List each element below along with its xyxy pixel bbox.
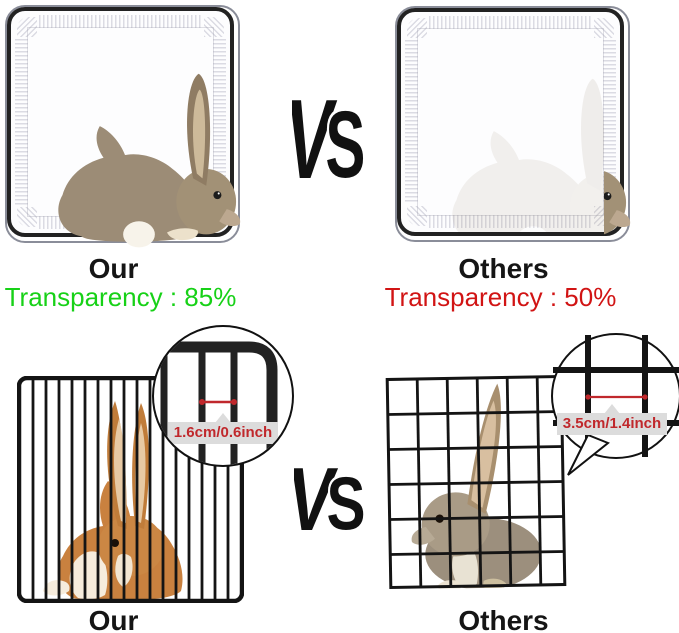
svg-text:S: S	[327, 468, 366, 530]
svg-text:S: S	[325, 100, 365, 178]
